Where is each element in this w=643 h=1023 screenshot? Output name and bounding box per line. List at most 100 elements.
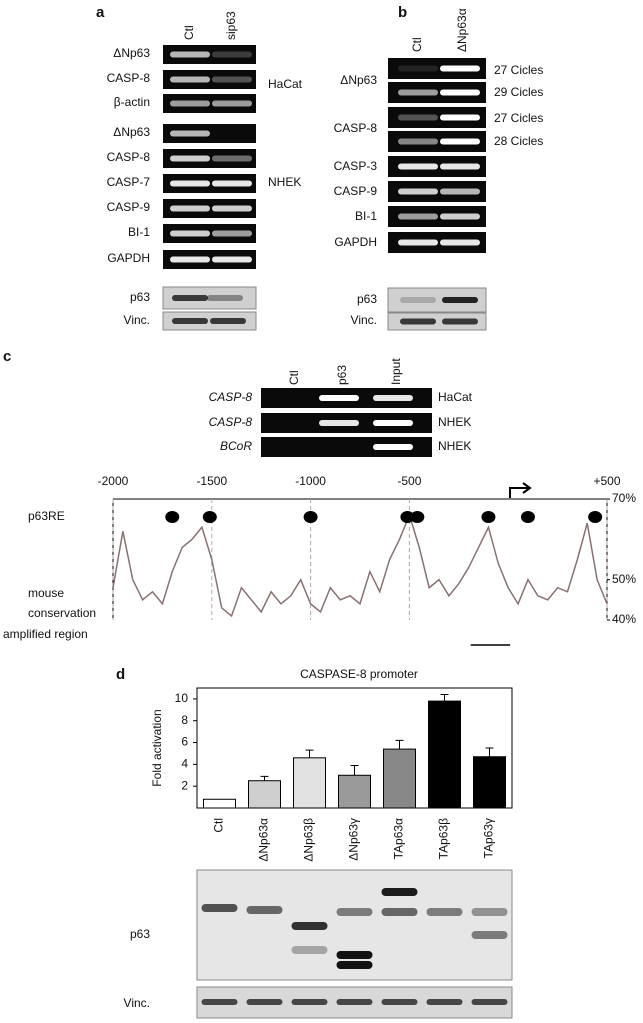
track-label: mouse [28, 586, 64, 600]
p63re-site [410, 511, 425, 523]
x-tick-label: -1500 [196, 474, 227, 488]
cycle-label: 28 Cicles [494, 134, 543, 148]
lane-label: Ctl [182, 25, 196, 40]
western-label: Vinc. [124, 313, 150, 327]
y-tick-label: 70% [612, 491, 636, 505]
gel-band [373, 444, 413, 450]
blot-band [426, 999, 463, 1005]
bar [338, 774, 371, 809]
error-bar [260, 775, 269, 781]
bar [428, 700, 461, 809]
p63re-site [520, 511, 535, 523]
x-tick-label: TAp63α [392, 818, 406, 859]
p63re-site [303, 511, 318, 523]
track-label: conservation [28, 606, 96, 620]
panel-label: d [116, 666, 125, 683]
x-tick-label: -500 [397, 474, 421, 488]
row-label: ΔNp63 [340, 73, 377, 87]
blot-band [381, 908, 418, 916]
blot-band [336, 951, 373, 959]
blot-band [172, 295, 208, 301]
gel-band [440, 65, 480, 72]
x-tick-label: TAp63β [437, 818, 451, 859]
cell-label: NHEK [268, 175, 301, 189]
track-label: p63RE [28, 509, 65, 523]
lane-label: sip63 [224, 11, 238, 40]
blot-band [246, 906, 283, 914]
gel-band [440, 213, 480, 220]
blot-band [471, 999, 508, 1005]
error-bar [395, 739, 404, 750]
bar [293, 757, 326, 809]
blot [162, 311, 257, 331]
tss-arrow [509, 482, 532, 498]
row-label: GAPDH [334, 235, 377, 249]
error-bar [305, 749, 314, 758]
western-label: p63 [357, 292, 377, 306]
blot-band [210, 318, 246, 324]
row-label: BI-1 [355, 209, 377, 223]
blot-band [381, 999, 418, 1005]
p63re-site [202, 511, 217, 523]
blot-band [336, 961, 373, 969]
gel-band [440, 89, 480, 96]
blot-band [442, 297, 478, 303]
blot-band [336, 999, 373, 1005]
gel-band [170, 130, 210, 137]
blot-band [400, 318, 436, 325]
cell-label: HaCat [438, 390, 473, 404]
error-bar [485, 747, 494, 757]
row-label: CASP-9 [107, 200, 151, 214]
blot-band [426, 908, 463, 916]
cell-label: HaCat [268, 77, 303, 91]
y-tick-label: 6 [181, 735, 188, 749]
gel-band [170, 155, 210, 162]
gel-band [373, 420, 413, 426]
gel-band [440, 239, 480, 246]
gel-band [440, 163, 480, 170]
gel-band [398, 213, 438, 220]
blot [387, 312, 487, 331]
gene-label: BCoR [220, 439, 252, 453]
lane-label: Ctl [410, 37, 424, 52]
gel-band [440, 138, 480, 145]
gel-band [398, 138, 438, 145]
lane-label: Ctl [287, 370, 301, 385]
gel-band [319, 395, 359, 401]
blot-band [336, 908, 373, 916]
blot-band [291, 922, 328, 930]
lane-label: p63 [335, 365, 349, 385]
gel-band [440, 188, 480, 195]
error-bar [440, 694, 449, 702]
gel-band [170, 51, 210, 58]
gel [261, 437, 432, 457]
panel-label: c [3, 348, 11, 365]
gel-band [170, 230, 210, 237]
y-axis-label: Fold activation [150, 709, 164, 786]
y-tick-label: 10 [175, 691, 189, 705]
y-tick-label: 50% [612, 572, 636, 586]
y-tick-label: 2 [181, 778, 188, 792]
gel-band [373, 395, 413, 401]
gel-band [398, 239, 438, 246]
row-label: ΔNp63 [113, 46, 150, 60]
row-label: CASP-3 [334, 159, 378, 173]
bar [203, 798, 236, 809]
blot-band [172, 318, 208, 324]
gel-band [170, 100, 210, 107]
chart-title: CASPASE-8 promoter [300, 667, 418, 681]
row-label: CASP-9 [334, 184, 378, 198]
blot-band [471, 931, 508, 939]
blot-band [442, 318, 478, 325]
lane-label: Input [389, 358, 403, 385]
panel-label: a [96, 4, 105, 21]
p63re-site [400, 511, 415, 523]
cycle-label: 27 Cicles [494, 111, 543, 125]
row-label: β-actin [114, 95, 150, 109]
x-tick-label: -2000 [98, 474, 129, 488]
x-tick-label: ΔNp63β [302, 818, 316, 862]
blot-band [207, 295, 243, 301]
blot-band [400, 297, 436, 303]
row-label: ΔNp63 [113, 125, 150, 139]
bar [248, 780, 281, 809]
